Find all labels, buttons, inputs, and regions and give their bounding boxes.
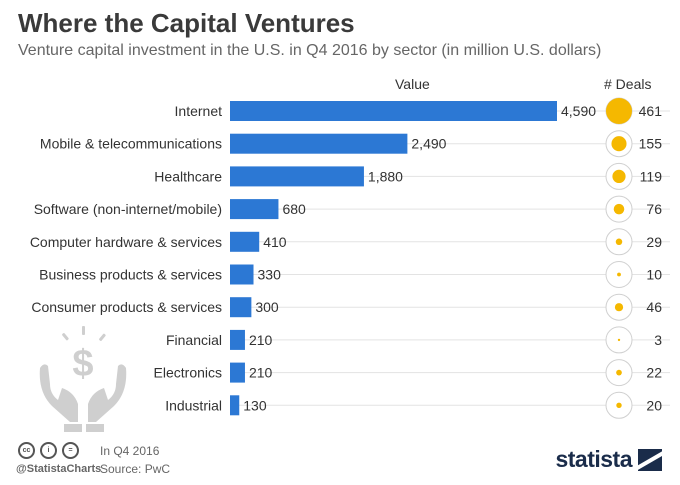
deal-bubble-5 (617, 272, 621, 277)
deal-label: 29 (646, 234, 662, 250)
category-label: Healthcare (154, 168, 222, 184)
deal-label: 76 (646, 201, 662, 217)
value-label: 210 (249, 332, 273, 348)
value-column-header: Value (395, 76, 430, 92)
brand-text: statista (555, 446, 632, 472)
deal-bubble-9 (616, 402, 622, 409)
bar-5 (230, 264, 254, 285)
chart-subtitle: Venture capital investment in the U.S. i… (18, 42, 602, 59)
bar-7 (230, 329, 245, 350)
statista-logo-icon (638, 448, 662, 471)
deal-bubble-3 (613, 203, 625, 215)
bar-3 (230, 199, 279, 220)
category-label: Software (non-internet/mobile) (34, 201, 222, 217)
bar-1 (230, 133, 408, 154)
no-derivatives-icon: = (62, 442, 79, 459)
value-labels: 4,590 2,490 1,880 680 410 330 300 210 210 130 (243, 103, 596, 413)
value-label: 4,590 (561, 103, 596, 119)
footer-source: Source: PwC (100, 462, 171, 476)
deal-bubble-8 (616, 369, 622, 376)
deal-label: 155 (639, 136, 663, 152)
bar-9 (230, 395, 240, 416)
category-label: Business products & services (39, 267, 222, 283)
value-label: 330 (258, 267, 282, 283)
category-label: Internet (175, 103, 223, 119)
category-label: Consumer products & services (31, 299, 222, 315)
attribution-icon: i (40, 442, 57, 459)
footer-handle[interactable]: @StatistaCharts (16, 463, 102, 475)
category-label: Mobile & telecommunications (40, 136, 222, 152)
deal-label: 3 (654, 332, 662, 348)
category-label: Industrial (165, 397, 222, 413)
deal-bubble-6 (614, 303, 624, 312)
value-label: 410 (263, 234, 287, 250)
svg-text:$: $ (72, 343, 93, 385)
deal-label: 22 (646, 365, 662, 381)
value-label: 300 (255, 299, 279, 315)
value-label: 2,490 (411, 136, 446, 152)
category-labels: Internet Mobile & telecommunications Healt… (30, 103, 222, 413)
money-hands-icon: $ (39, 326, 127, 432)
creative-commons-icon: cc (18, 442, 35, 459)
deal-label: 119 (640, 168, 663, 184)
value-label: 210 (249, 365, 273, 381)
value-label: 130 (243, 397, 267, 413)
deals-column-header: # Deals (604, 76, 652, 92)
deal-bubble-4 (615, 238, 623, 246)
category-label: Computer hardware & services (30, 234, 222, 250)
statista-logo[interactable]: statista (555, 446, 662, 473)
category-label: Electronics (154, 365, 222, 381)
gridlines (230, 110, 670, 406)
deal-labels: 461 155 119 76 29 10 46 3 22 20 (639, 103, 663, 413)
bar-4 (230, 231, 260, 252)
bar-0 (230, 101, 557, 121)
deal-label: 461 (639, 103, 663, 119)
deal-label: 46 (646, 299, 662, 315)
value-label: 1,880 (368, 168, 403, 184)
chart-title: Where the Capital Ventures (18, 8, 355, 38)
deal-bubbles (605, 97, 633, 419)
deal-bubble-0 (606, 98, 632, 124)
bar-8 (230, 362, 245, 383)
deal-bubble-1 (611, 136, 627, 152)
deal-bubble-2 (612, 169, 626, 184)
deal-label: 10 (646, 267, 662, 283)
value-bars (230, 101, 557, 416)
bar-6 (230, 297, 252, 318)
footer-period: In Q4 2016 (100, 444, 160, 458)
deal-bubble-7 (617, 338, 621, 342)
value-label: 680 (282, 201, 306, 217)
deal-label: 20 (646, 397, 662, 413)
bar-2 (230, 166, 364, 187)
category-label: Financial (166, 332, 222, 348)
